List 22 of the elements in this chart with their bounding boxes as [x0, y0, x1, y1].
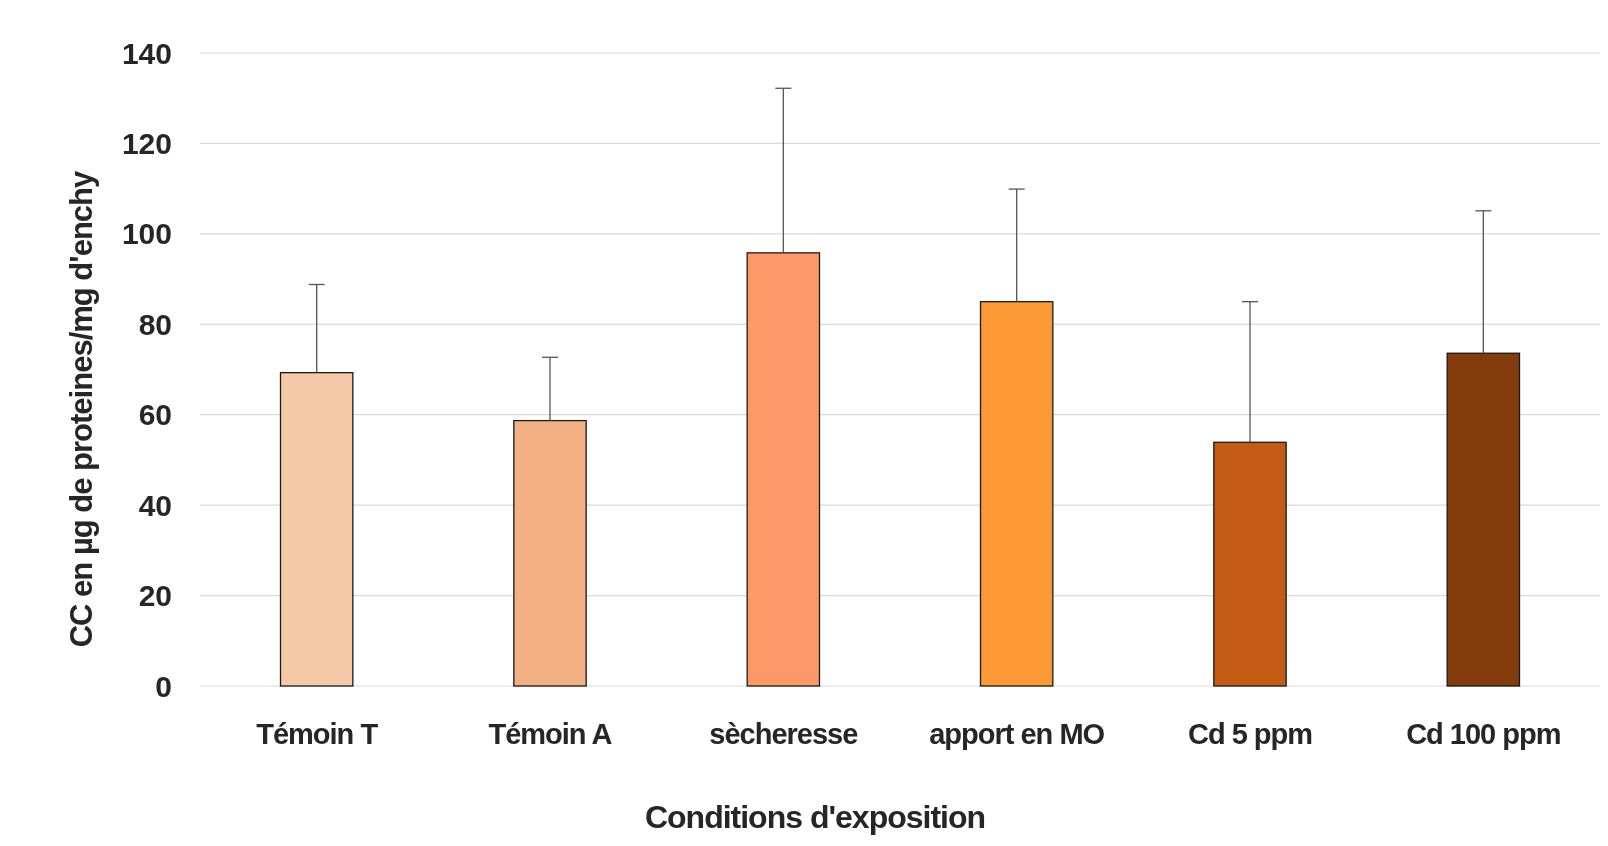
y-tick-label: 0	[155, 669, 172, 703]
bar	[979, 301, 1054, 687]
x-axis-title: Conditions d'exposition	[644, 799, 986, 835]
x-tick-label: Témoin A	[488, 718, 613, 750]
x-tick-label: Cd 5 ppm	[1187, 718, 1313, 750]
y-tick-label: 120	[121, 126, 172, 160]
bar	[279, 372, 354, 687]
y-tick-label: 140	[121, 36, 172, 70]
y-tick-label: 40	[138, 488, 172, 522]
y-tick-label: 20	[138, 579, 172, 613]
bar	[746, 252, 821, 687]
bar	[1446, 352, 1521, 687]
x-tick-label: apport en MO	[929, 718, 1105, 750]
y-tick-label: 80	[138, 307, 172, 341]
y-tick-label: 100	[121, 217, 172, 251]
y-axis-title: CC en µg de proteines/mg d'enchy	[64, 169, 99, 648]
x-tick-label: Témoin T	[256, 718, 379, 750]
bar	[513, 419, 587, 687]
x-tick-label: sècheresse	[709, 718, 859, 750]
y-tick-label: 60	[138, 398, 172, 432]
bar	[1213, 441, 1287, 687]
x-tick-label: Cd 100 ppm	[1406, 718, 1561, 750]
